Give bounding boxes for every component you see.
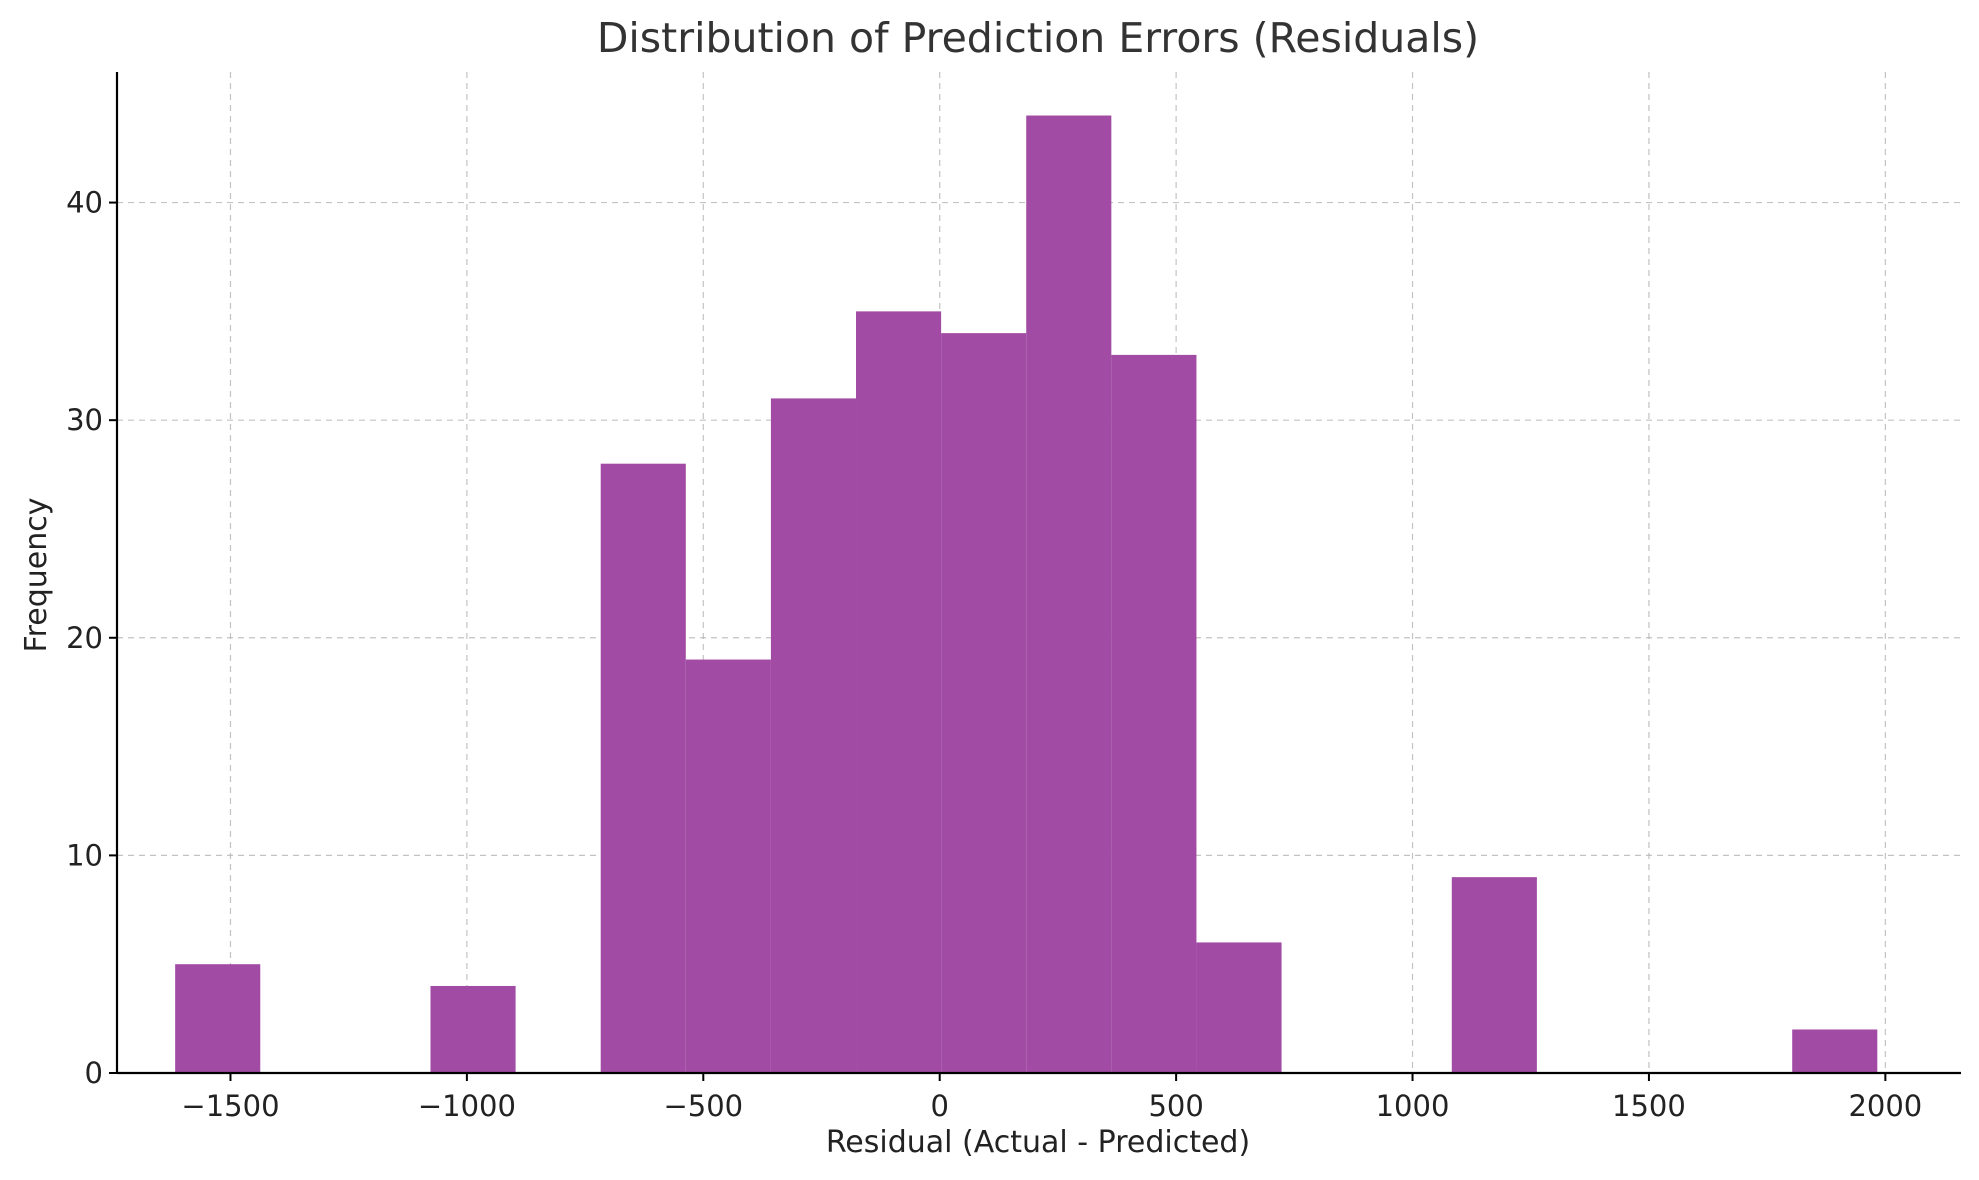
- x-tick-label: −1500: [181, 1089, 279, 1123]
- histogram-bar: [1196, 942, 1282, 1073]
- x-tick-label: 2000: [1848, 1089, 1922, 1123]
- histogram-bar: [941, 333, 1027, 1073]
- y-tick-label: 0: [85, 1056, 103, 1090]
- y-tick-label: 40: [66, 186, 103, 220]
- chart-title: Distribution of Prediction Errors (Resid…: [597, 14, 1479, 62]
- axes: [115, 72, 1961, 1075]
- x-axis-label: Residual (Actual - Predicted): [826, 1125, 1250, 1160]
- x-tick-label: −1000: [418, 1089, 516, 1123]
- x-tick-label: 1000: [1376, 1089, 1450, 1123]
- histogram-bar: [1451, 877, 1537, 1073]
- y-axis-label: Frequency: [19, 498, 54, 653]
- histogram-bar: [600, 463, 686, 1073]
- histogram-bar: [856, 311, 942, 1073]
- histogram-bar: [430, 985, 516, 1073]
- histogram-bar: [685, 659, 771, 1073]
- bars: [175, 115, 1878, 1074]
- histogram-bar: [1792, 1029, 1878, 1073]
- histogram-bar: [1111, 354, 1197, 1073]
- y-ticks: 0 10 20 30 40: [66, 186, 117, 1090]
- y-tick-label: 20: [66, 621, 103, 655]
- x-tick-label: 1500: [1612, 1089, 1686, 1123]
- y-tick-label: 30: [66, 403, 103, 437]
- x-tick-label: 0: [930, 1089, 948, 1123]
- histogram-bar: [770, 398, 857, 1073]
- x-tick-label: 500: [1148, 1089, 1203, 1123]
- histogram-bar: [1026, 115, 1112, 1074]
- histogram-bar: [175, 964, 261, 1073]
- x-ticks: −1500 −1000 −500 0 500 1000 1500 2000: [181, 1073, 1922, 1123]
- x-tick-label: −500: [663, 1089, 743, 1123]
- y-tick-label: 10: [66, 838, 103, 872]
